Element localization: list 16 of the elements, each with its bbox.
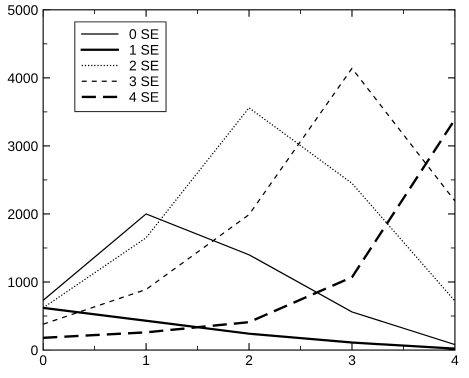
- legend-label: 4 SE: [129, 92, 158, 102]
- y-tick-label: 3000: [8, 141, 38, 152]
- legend-label: 2 SE: [130, 60, 158, 70]
- x-tick-label: 0: [40, 355, 46, 366]
- legend-label: 3 SE: [129, 76, 158, 86]
- legend-label: 1 SE: [130, 44, 158, 55]
- x-tick-label: 4: [451, 355, 458, 365]
- y-tick-label: 0: [31, 345, 38, 356]
- y-tick-label: 5000: [8, 5, 38, 15]
- x-tick-label: 1: [143, 355, 150, 365]
- legend-label: 0 SE: [130, 29, 158, 40]
- y-tick-label: 4000: [8, 73, 38, 84]
- x-tick-label: 3: [348, 355, 356, 366]
- y-tick-label: 1000: [8, 277, 38, 288]
- y-tick-label: 2000: [8, 209, 38, 220]
- x-tick-label: 2: [246, 355, 252, 365]
